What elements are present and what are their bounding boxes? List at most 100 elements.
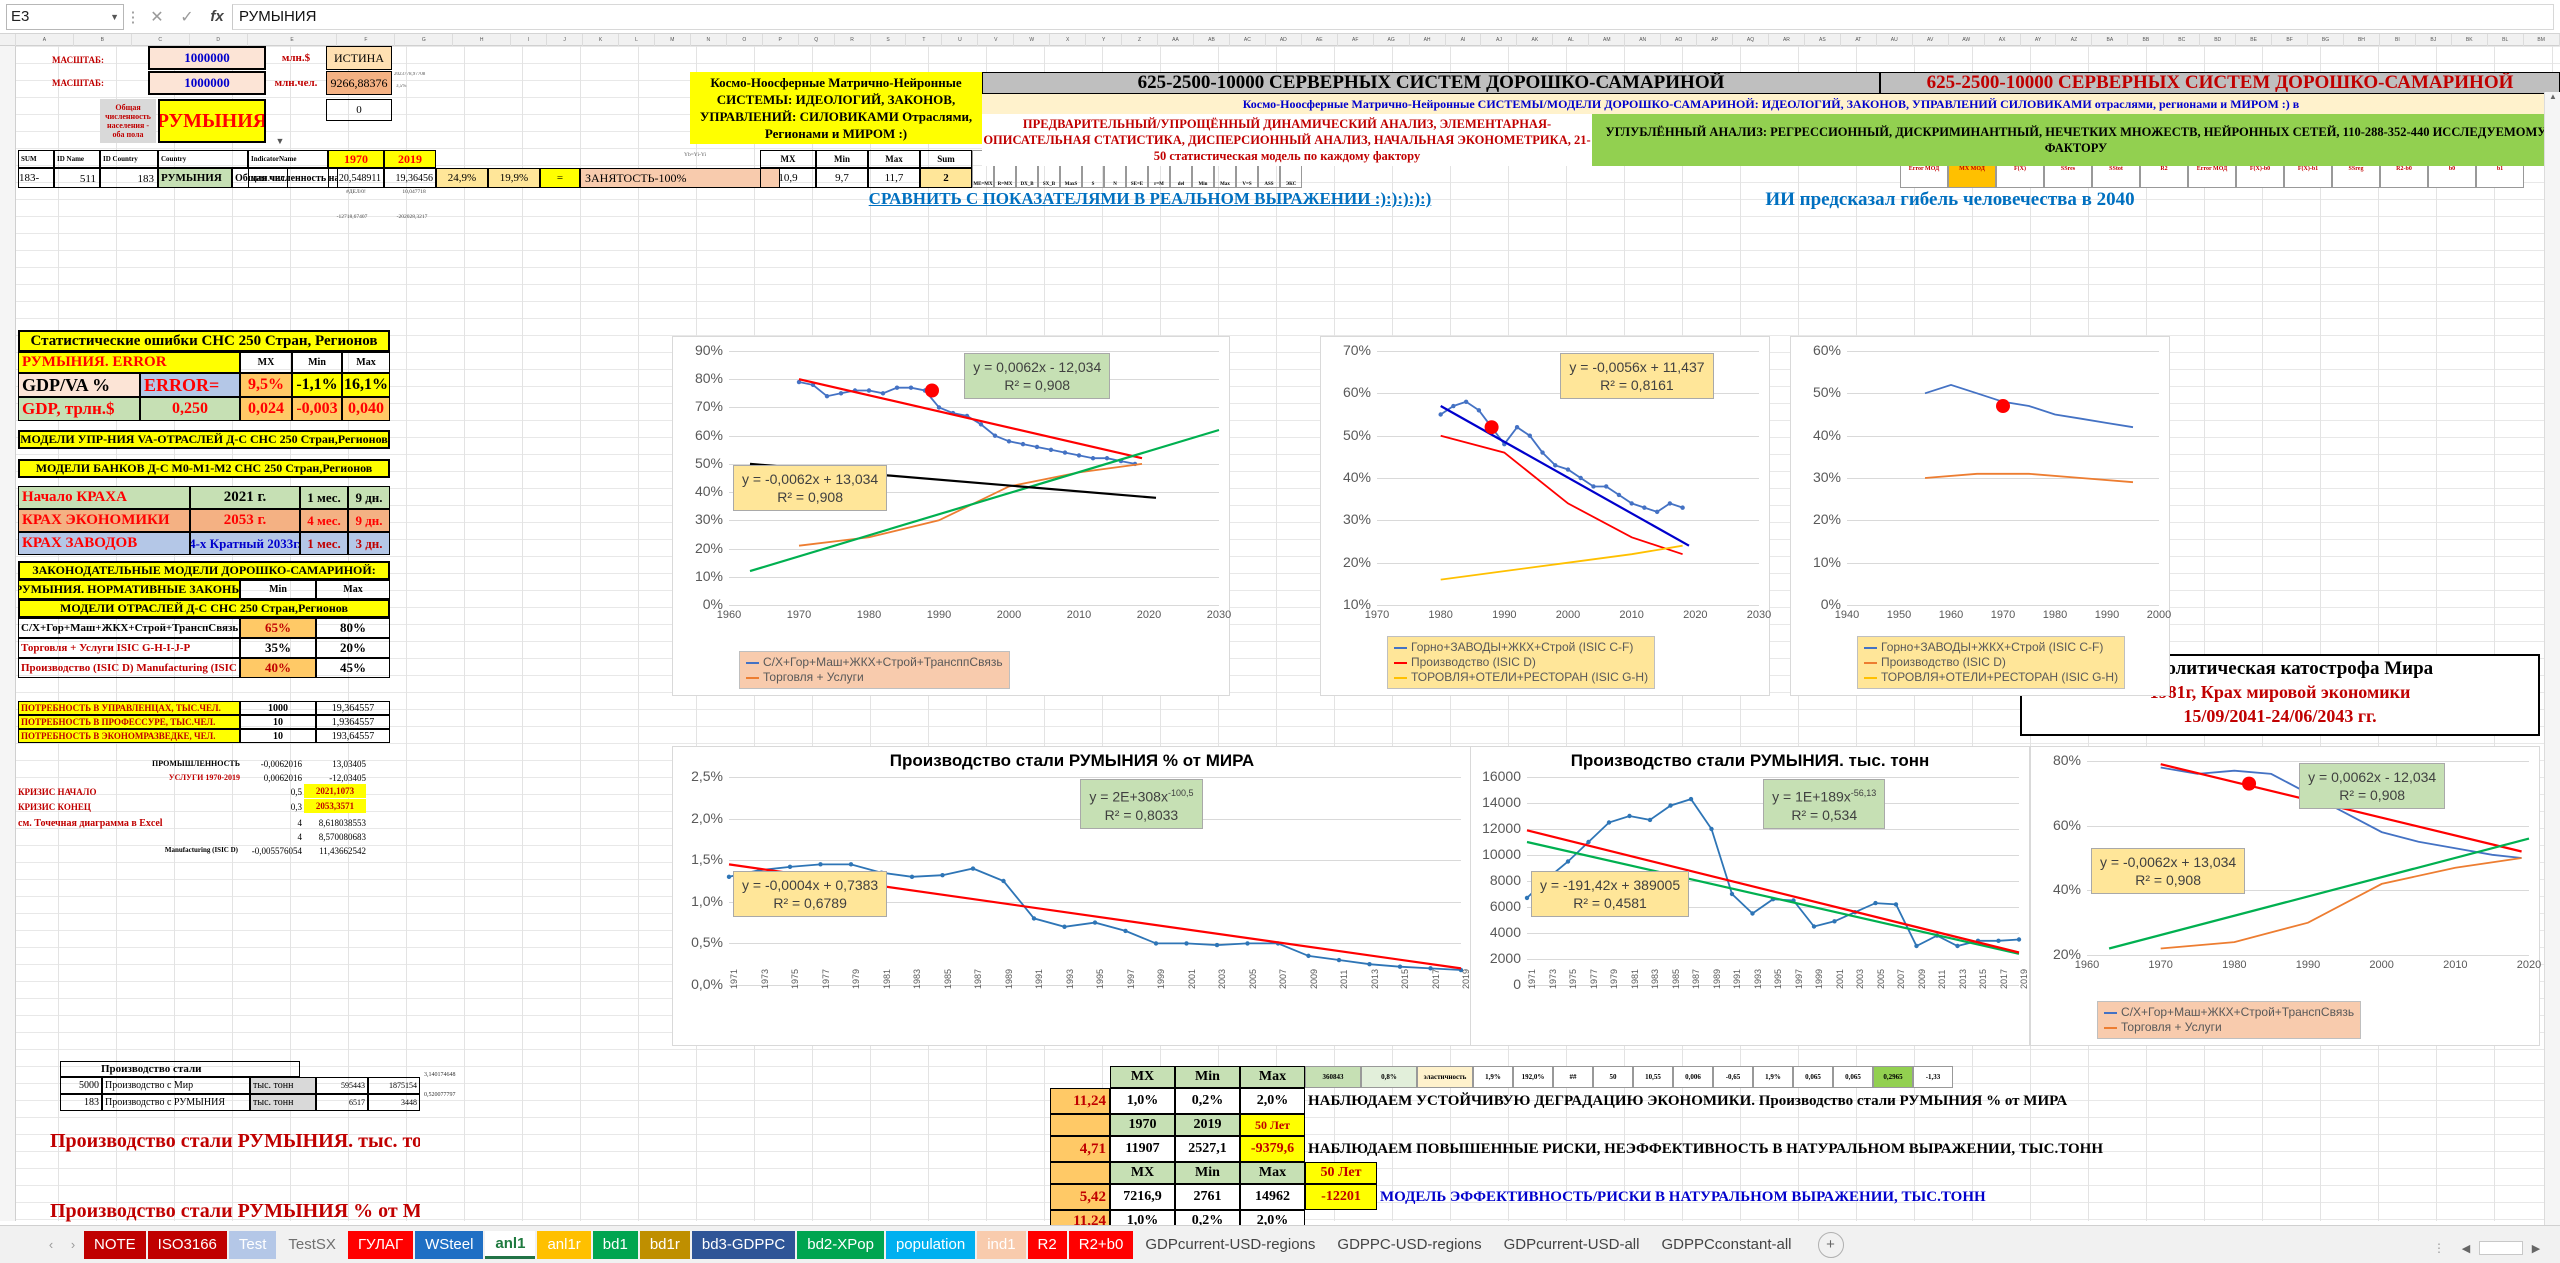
sheet-tab[interactable]: ГУЛАГ — [347, 1230, 414, 1259]
crisis-industry-a[interactable]: -0,0062016 — [260, 759, 302, 769]
bottom-cell[interactable]: 11907 — [1110, 1136, 1175, 1162]
column-header[interactable]: BC — [2164, 33, 2201, 46]
steel-row2-unit[interactable]: тыс. тонн — [250, 1094, 316, 1111]
column-header[interactable]: Q — [799, 33, 835, 46]
sheet-tab[interactable]: GDPcurrent-USD-all — [1503, 1236, 1640, 1253]
column-header[interactable]: AX — [1985, 33, 2021, 46]
column-header[interactable]: AA — [1158, 33, 1194, 46]
crisis-r3b[interactable]: 11,43662542 — [319, 846, 366, 856]
bottom-extra-cell[interactable]: 50 Лет — [1305, 1162, 1377, 1184]
column-header[interactable]: AH — [1410, 33, 1446, 46]
column-header[interactable]: K — [583, 33, 619, 46]
legislative-row3-min[interactable]: 40% — [240, 658, 316, 678]
chart-sectors-6[interactable]: 20% 40% 60% 80% 1960 1970 1980 1990 2000 2010 2020… — [2030, 746, 2541, 1046]
errors-row2-max[interactable]: 0,040 — [342, 397, 390, 421]
bottom-cell[interactable]: Max — [1240, 1162, 1305, 1184]
column-header[interactable]: AZ — [2056, 33, 2093, 46]
column-header[interactable]: AG — [1374, 33, 1410, 46]
bottom-cell[interactable]: 0,2% — [1175, 1088, 1240, 1114]
column-header[interactable]: U — [942, 33, 979, 46]
errors-row1-mx[interactable]: 9,5% — [240, 373, 292, 397]
cell-idcountry[interactable]: 183 — [100, 168, 158, 188]
column-header[interactable]: I — [511, 33, 548, 46]
steel-row1-unit[interactable]: тыс. тонн — [250, 1077, 316, 1094]
sheet-tab[interactable]: population — [885, 1230, 976, 1259]
column-header[interactable]: F — [337, 33, 396, 46]
sheet-tab-bar[interactable]: ‹ › NOTE ISO3166 Test TestSX ГУЛАГ WSteel anl1… — [0, 1225, 2560, 1263]
bottom-k-value[interactable]: 4,71 — [1050, 1136, 1110, 1162]
sheet-tab[interactable]: anl1r — [537, 1230, 591, 1259]
column-header[interactable]: H — [453, 33, 512, 46]
bottom-cell[interactable]: 14962 — [1240, 1184, 1305, 1210]
scroll-up-icon[interactable]: ▲ — [2549, 92, 2557, 101]
legislative-row3-max[interactable]: 45% — [316, 658, 390, 678]
cell-sum-value[interactable]: 2 — [920, 168, 972, 188]
column-header[interactable]: BK — [2452, 33, 2488, 46]
column-header[interactable]: AQ — [1733, 33, 1769, 46]
cell-max-value[interactable]: 11,7 — [868, 168, 920, 188]
sheet-tab[interactable]: NOTE — [84, 1230, 146, 1259]
crisis-see-label[interactable]: см. Точечная диаграмма в Excel — [18, 818, 163, 829]
steel-row2-v2[interactable]: 3448 — [368, 1094, 420, 1111]
column-header[interactable]: BL — [2488, 33, 2524, 46]
sheet-tab[interactable]: bd1r — [639, 1230, 690, 1259]
chevron-down-icon[interactable]: ▼ — [110, 11, 119, 22]
crash-row1-months[interactable]: 1 мес. — [300, 486, 348, 509]
column-header[interactable]: AS — [1805, 33, 1841, 46]
column-header[interactable]: O — [727, 33, 763, 46]
column-header[interactable]: N — [691, 33, 727, 46]
column-header[interactable]: X — [1050, 33, 1087, 46]
crisis-r1a[interactable]: 4 — [297, 818, 303, 828]
cell-pct1[interactable]: 24,9% — [436, 168, 488, 188]
bottom-cell[interactable]: Min — [1175, 1162, 1240, 1184]
sheet-tab[interactable]: bd1 — [592, 1230, 638, 1259]
steel-row1-v2[interactable]: 1875154 — [368, 1077, 420, 1094]
sheet-tab[interactable]: TestSX — [288, 1236, 336, 1253]
hscroll-thumb[interactable] — [2479, 1241, 2523, 1255]
column-header[interactable]: AC — [1230, 33, 1266, 46]
tab-next-icon[interactable]: › — [70, 1237, 76, 1252]
crash-row1-days[interactable]: 9 дн. — [348, 486, 390, 509]
column-header[interactable]: D — [190, 33, 248, 46]
crash-row3-value[interactable]: 4-х Кратный 2033г. — [190, 532, 300, 555]
bottom-cell[interactable]: 1,0% — [1110, 1088, 1175, 1114]
errors-row2-min[interactable]: -0,003 — [292, 397, 342, 421]
chart-isic-2[interactable]: 10% 20% 30% 40% 50% 60% 70% 1970 1980 1990 2000 201… — [1320, 336, 1771, 696]
bottom-cell[interactable]: 2761 — [1175, 1184, 1240, 1210]
country-title[interactable]: РУМЫНИЯ — [158, 99, 266, 143]
bottom-extra-cell[interactable]: -12201 — [1305, 1184, 1377, 1210]
needs-row2-b[interactable]: 1,9364557 — [316, 715, 390, 729]
needs-row1-a[interactable]: 1000 — [240, 701, 316, 715]
cell-unit[interactable]: млн.чел. — [248, 168, 288, 188]
errors-row1-min[interactable]: -1,1% — [292, 373, 342, 397]
column-header[interactable]: AI — [1446, 33, 1482, 46]
sheet-tab[interactable]: GDPPCconstant-all — [1661, 1236, 1792, 1253]
bottom-cell[interactable]: -9379,6 — [1240, 1136, 1305, 1162]
crisis-r1b[interactable]: 8,618038553 — [318, 818, 366, 828]
accept-icon[interactable]: ✓ — [180, 8, 194, 26]
errors-row2-sub[interactable]: 0,250 — [140, 397, 240, 421]
zero-cell[interactable]: 0 — [326, 99, 392, 121]
column-header[interactable]: AP — [1697, 33, 1734, 46]
add-sheet-button[interactable]: + — [1817, 1231, 1844, 1258]
tab-prev-icon[interactable]: ‹ — [48, 1237, 54, 1252]
column-header[interactable]: AM — [1589, 33, 1626, 46]
column-header[interactable]: J — [547, 33, 584, 46]
cell-min-value[interactable]: 9,7 — [816, 168, 868, 188]
column-header[interactable]: AD — [1266, 33, 1302, 46]
scale-value-2[interactable]: 1000000 — [148, 71, 266, 95]
crisis-r2a[interactable]: 4 — [297, 832, 303, 842]
needs-row1-b[interactable]: 19,364557 — [316, 701, 390, 715]
column-header[interactable]: BA — [2092, 33, 2129, 46]
steel-row2-v1[interactable]: 6517 — [316, 1094, 368, 1111]
link-ai-prediction[interactable]: ИИ предсказал гибель человечества в 2040 — [1765, 189, 2135, 210]
column-header[interactable]: B — [74, 33, 132, 46]
hscroll-left-icon[interactable]: ◀ — [2461, 1242, 2471, 1255]
column-header[interactable]: AU — [1877, 33, 1913, 46]
crisis-services-b[interactable]: -12,03405 — [329, 773, 366, 783]
steel-row1-id[interactable]: 5000 — [60, 1077, 102, 1094]
column-header[interactable]: T — [906, 33, 943, 46]
crisis-services-a[interactable]: 0,0062016 — [263, 773, 302, 783]
column-header[interactable]: Z — [1122, 33, 1159, 46]
cell-pct2[interactable]: 19,9% — [488, 168, 540, 188]
